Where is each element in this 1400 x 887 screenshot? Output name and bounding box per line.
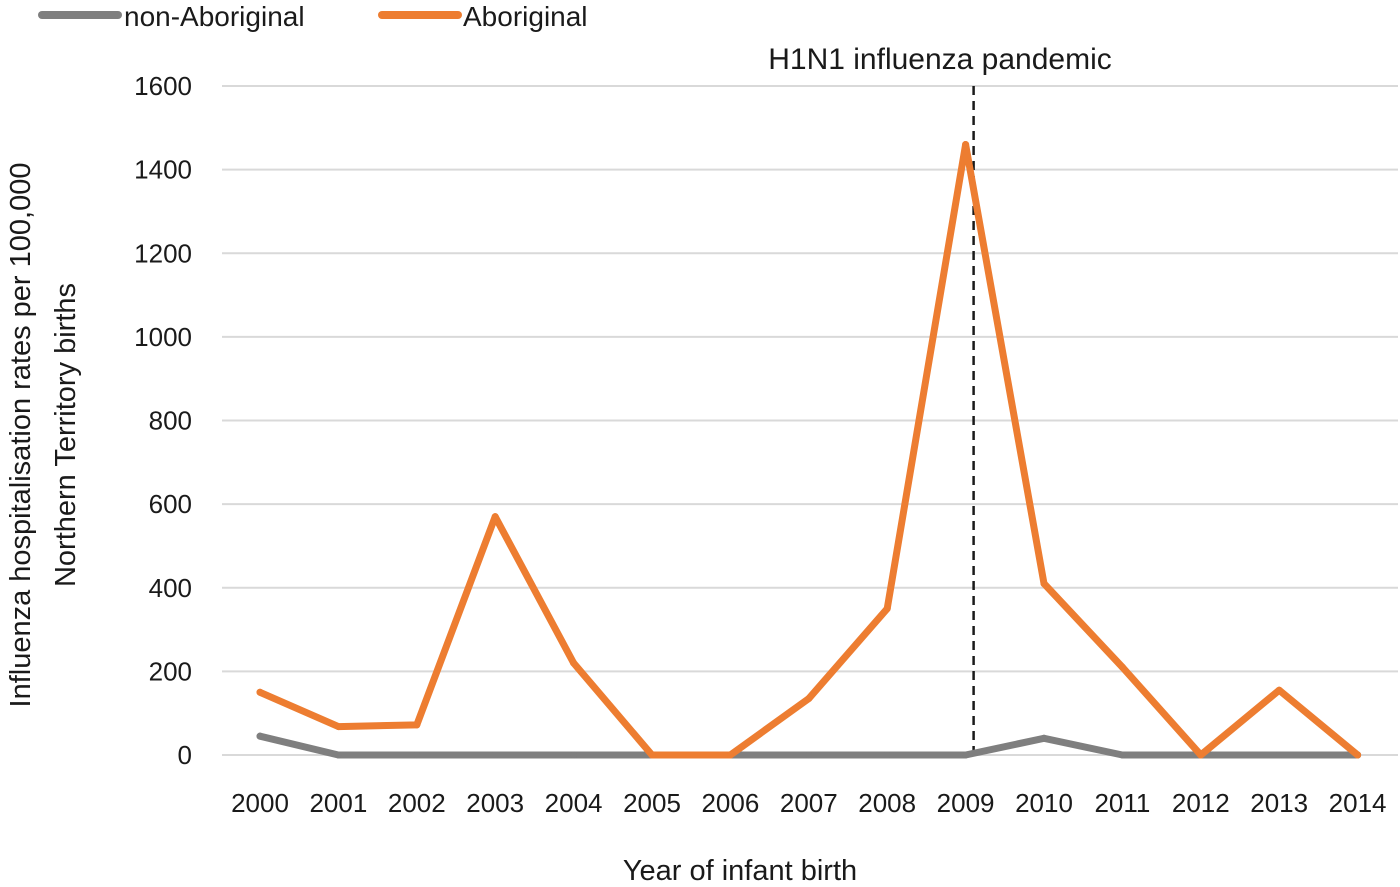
x-tick-label: 2009: [937, 788, 995, 818]
x-tick-label: 2003: [466, 788, 524, 818]
y-tick-label: 1200: [134, 238, 192, 268]
x-tick-label: 2011: [1094, 788, 1150, 818]
y-tick-label: 1000: [134, 322, 192, 352]
data-point-non-aboriginal-2010: [1040, 734, 1048, 742]
legend-label-aboriginal: Aboriginal: [463, 1, 588, 32]
data-point-non-aboriginal-2001: [334, 751, 342, 759]
data-point-non-aboriginal-2004: [570, 751, 578, 759]
x-tick-label: 2001: [309, 788, 367, 818]
x-tick-label: 2006: [701, 788, 759, 818]
y-tick-label: 1600: [134, 71, 192, 101]
series-line-aboriginal: [256, 141, 1362, 759]
data-point-aboriginal-2012: [1197, 751, 1205, 759]
x-tick-label: 2010: [1015, 788, 1073, 818]
x-axis-ticks: 2000 2001 2002 2003 2004 2005 2006 2007 2008 2009…: [231, 788, 1386, 818]
data-point-aboriginal-2010: [1040, 580, 1048, 588]
data-point-aboriginal-2006: [726, 751, 734, 759]
x-tick-label: 2012: [1172, 788, 1230, 818]
y-axis-ticks: 0 200 400 600 800 1000 1200 1400 1600: [134, 71, 192, 770]
legend-label-non-aboriginal: non-Aboriginal: [124, 1, 305, 32]
data-point-non-aboriginal-2013: [1275, 751, 1283, 759]
x-tick-label: 2008: [858, 788, 916, 818]
x-tick-label: 2005: [623, 788, 681, 818]
data-point-aboriginal-2005: [648, 751, 656, 759]
y-tick-label: 200: [149, 656, 192, 686]
data-point-non-aboriginal-2008: [883, 751, 891, 759]
y-tick-label: 400: [149, 573, 192, 603]
gridlines: [222, 85, 1398, 756]
data-point-aboriginal-2001: [334, 723, 342, 731]
data-point-aboriginal-2013: [1275, 686, 1283, 694]
x-axis-label: Year of infant birth: [623, 855, 857, 887]
data-point-non-aboriginal-2000: [256, 732, 264, 740]
pandemic-annotation: H1N1 influenza pandemic: [768, 43, 1112, 76]
data-point-non-aboriginal-2002: [413, 751, 421, 759]
data-point-aboriginal-2003: [491, 513, 499, 521]
data-point-aboriginal-2007: [805, 695, 813, 703]
data-point-non-aboriginal-2009: [962, 751, 970, 759]
data-point-non-aboriginal-2003: [491, 751, 499, 759]
y-tick-label: 1400: [134, 155, 192, 185]
y-axis-label-line1: Influenza hospitalisation rates per 100,…: [5, 163, 37, 708]
y-tick-label: 800: [149, 406, 192, 436]
y-axis-label-line2: Northern Territory births: [50, 283, 82, 587]
data-point-non-aboriginal-2011: [1118, 751, 1126, 759]
data-point-non-aboriginal-2007: [805, 751, 813, 759]
y-tick-label: 600: [149, 489, 192, 519]
y-tick-label: 0: [178, 740, 192, 770]
data-point-aboriginal-2011: [1118, 663, 1126, 671]
data-point-aboriginal-2002: [413, 721, 421, 729]
series-lines: [256, 141, 1362, 759]
data-point-aboriginal-2009: [962, 141, 970, 149]
legend: non-Aboriginal Aboriginal: [38, 1, 588, 32]
x-tick-label: 2002: [388, 788, 446, 818]
x-tick-label: 2013: [1250, 788, 1308, 818]
data-point-aboriginal-2014: [1354, 751, 1362, 759]
x-tick-label: 2007: [780, 788, 838, 818]
x-tick-label: 2004: [545, 788, 603, 818]
data-point-aboriginal-2000: [256, 688, 264, 696]
data-point-aboriginal-2008: [883, 605, 891, 613]
data-point-aboriginal-2004: [570, 659, 578, 667]
x-tick-label: 2000: [231, 788, 289, 818]
x-tick-label: 2014: [1329, 788, 1387, 818]
